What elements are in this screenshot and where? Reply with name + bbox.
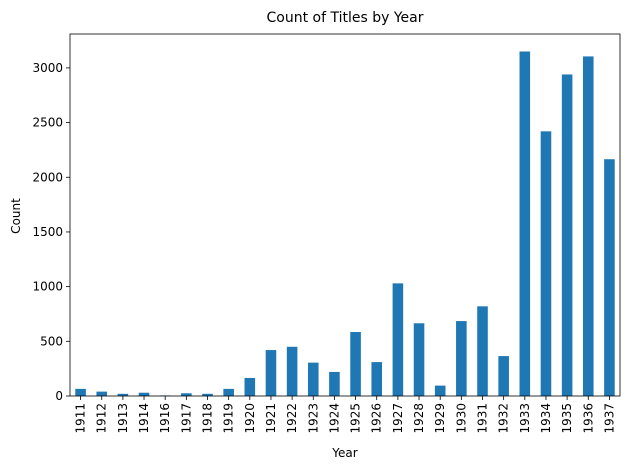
bar <box>540 131 552 397</box>
x-tick-label: 1931 <box>476 403 490 434</box>
bar <box>96 391 108 396</box>
plot-frame <box>69 33 621 397</box>
y-tick-label: 2500 <box>32 116 63 130</box>
x-tick-label: 1912 <box>95 403 109 434</box>
bar <box>477 306 488 396</box>
x-tick-label: 1924 <box>327 403 341 434</box>
x-tick-label: 1932 <box>497 403 511 434</box>
x-tick-label: 1935 <box>560 403 574 434</box>
x-tick-label: 1937 <box>602 403 616 434</box>
bar <box>265 350 277 396</box>
y-tick-label: 3000 <box>32 61 63 75</box>
x-tick-label: 1914 <box>137 403 151 434</box>
x-tick-label: 1922 <box>285 403 299 434</box>
x-tick-label: 1921 <box>264 403 278 434</box>
y-axis-title: Count <box>9 198 23 234</box>
x-tick-label: 1928 <box>412 403 426 434</box>
bar <box>223 388 234 396</box>
bar <box>371 362 383 396</box>
bar <box>307 362 319 396</box>
bar <box>181 393 192 396</box>
y-tick-label: 1000 <box>32 280 63 294</box>
bar <box>561 74 573 396</box>
x-tick-label: 1916 <box>158 403 172 434</box>
bar <box>350 332 361 396</box>
bar <box>604 159 615 396</box>
y-tick-label: 1500 <box>32 225 63 239</box>
x-tick-label: 1925 <box>349 403 363 434</box>
x-tick-label: 1920 <box>243 403 257 434</box>
bar <box>286 346 298 396</box>
bar <box>392 283 404 396</box>
x-tick-label: 1923 <box>306 403 320 434</box>
bar <box>75 388 86 396</box>
bar <box>456 321 467 396</box>
bar <box>138 392 150 396</box>
bar <box>519 51 531 397</box>
bar <box>244 377 256 396</box>
x-tick-label: 1934 <box>539 403 553 434</box>
chart-title: Count of Titles by Year <box>267 10 424 26</box>
x-tick-label: 1919 <box>222 403 236 434</box>
bar <box>498 356 509 396</box>
bar <box>202 393 213 396</box>
bar <box>117 393 129 396</box>
y-tick-label: 0 <box>55 389 63 403</box>
x-tick-label: 1913 <box>116 403 130 434</box>
bar <box>329 371 340 396</box>
y-tick-label: 2000 <box>32 170 63 184</box>
bar <box>413 323 425 396</box>
x-tick-label: 1936 <box>581 403 595 434</box>
x-axis-title: Year <box>331 446 357 460</box>
bar <box>434 385 446 396</box>
x-tick-label: 1926 <box>370 403 384 434</box>
y-tick-label: 500 <box>40 334 63 348</box>
x-tick-label: 1929 <box>433 403 447 434</box>
x-tick-label: 1927 <box>391 403 405 434</box>
x-tick-label: 1933 <box>518 403 532 434</box>
bar <box>582 56 594 396</box>
x-tick-label: 1918 <box>201 403 215 434</box>
x-tick-label: 1917 <box>179 403 193 434</box>
x-tick-label: 1930 <box>454 403 468 434</box>
plot-area: 0 500 1000 1500 2000 2500 3000 1911 1912 1913 1914… <box>32 33 621 434</box>
x-tick-label: 1911 <box>74 403 88 434</box>
